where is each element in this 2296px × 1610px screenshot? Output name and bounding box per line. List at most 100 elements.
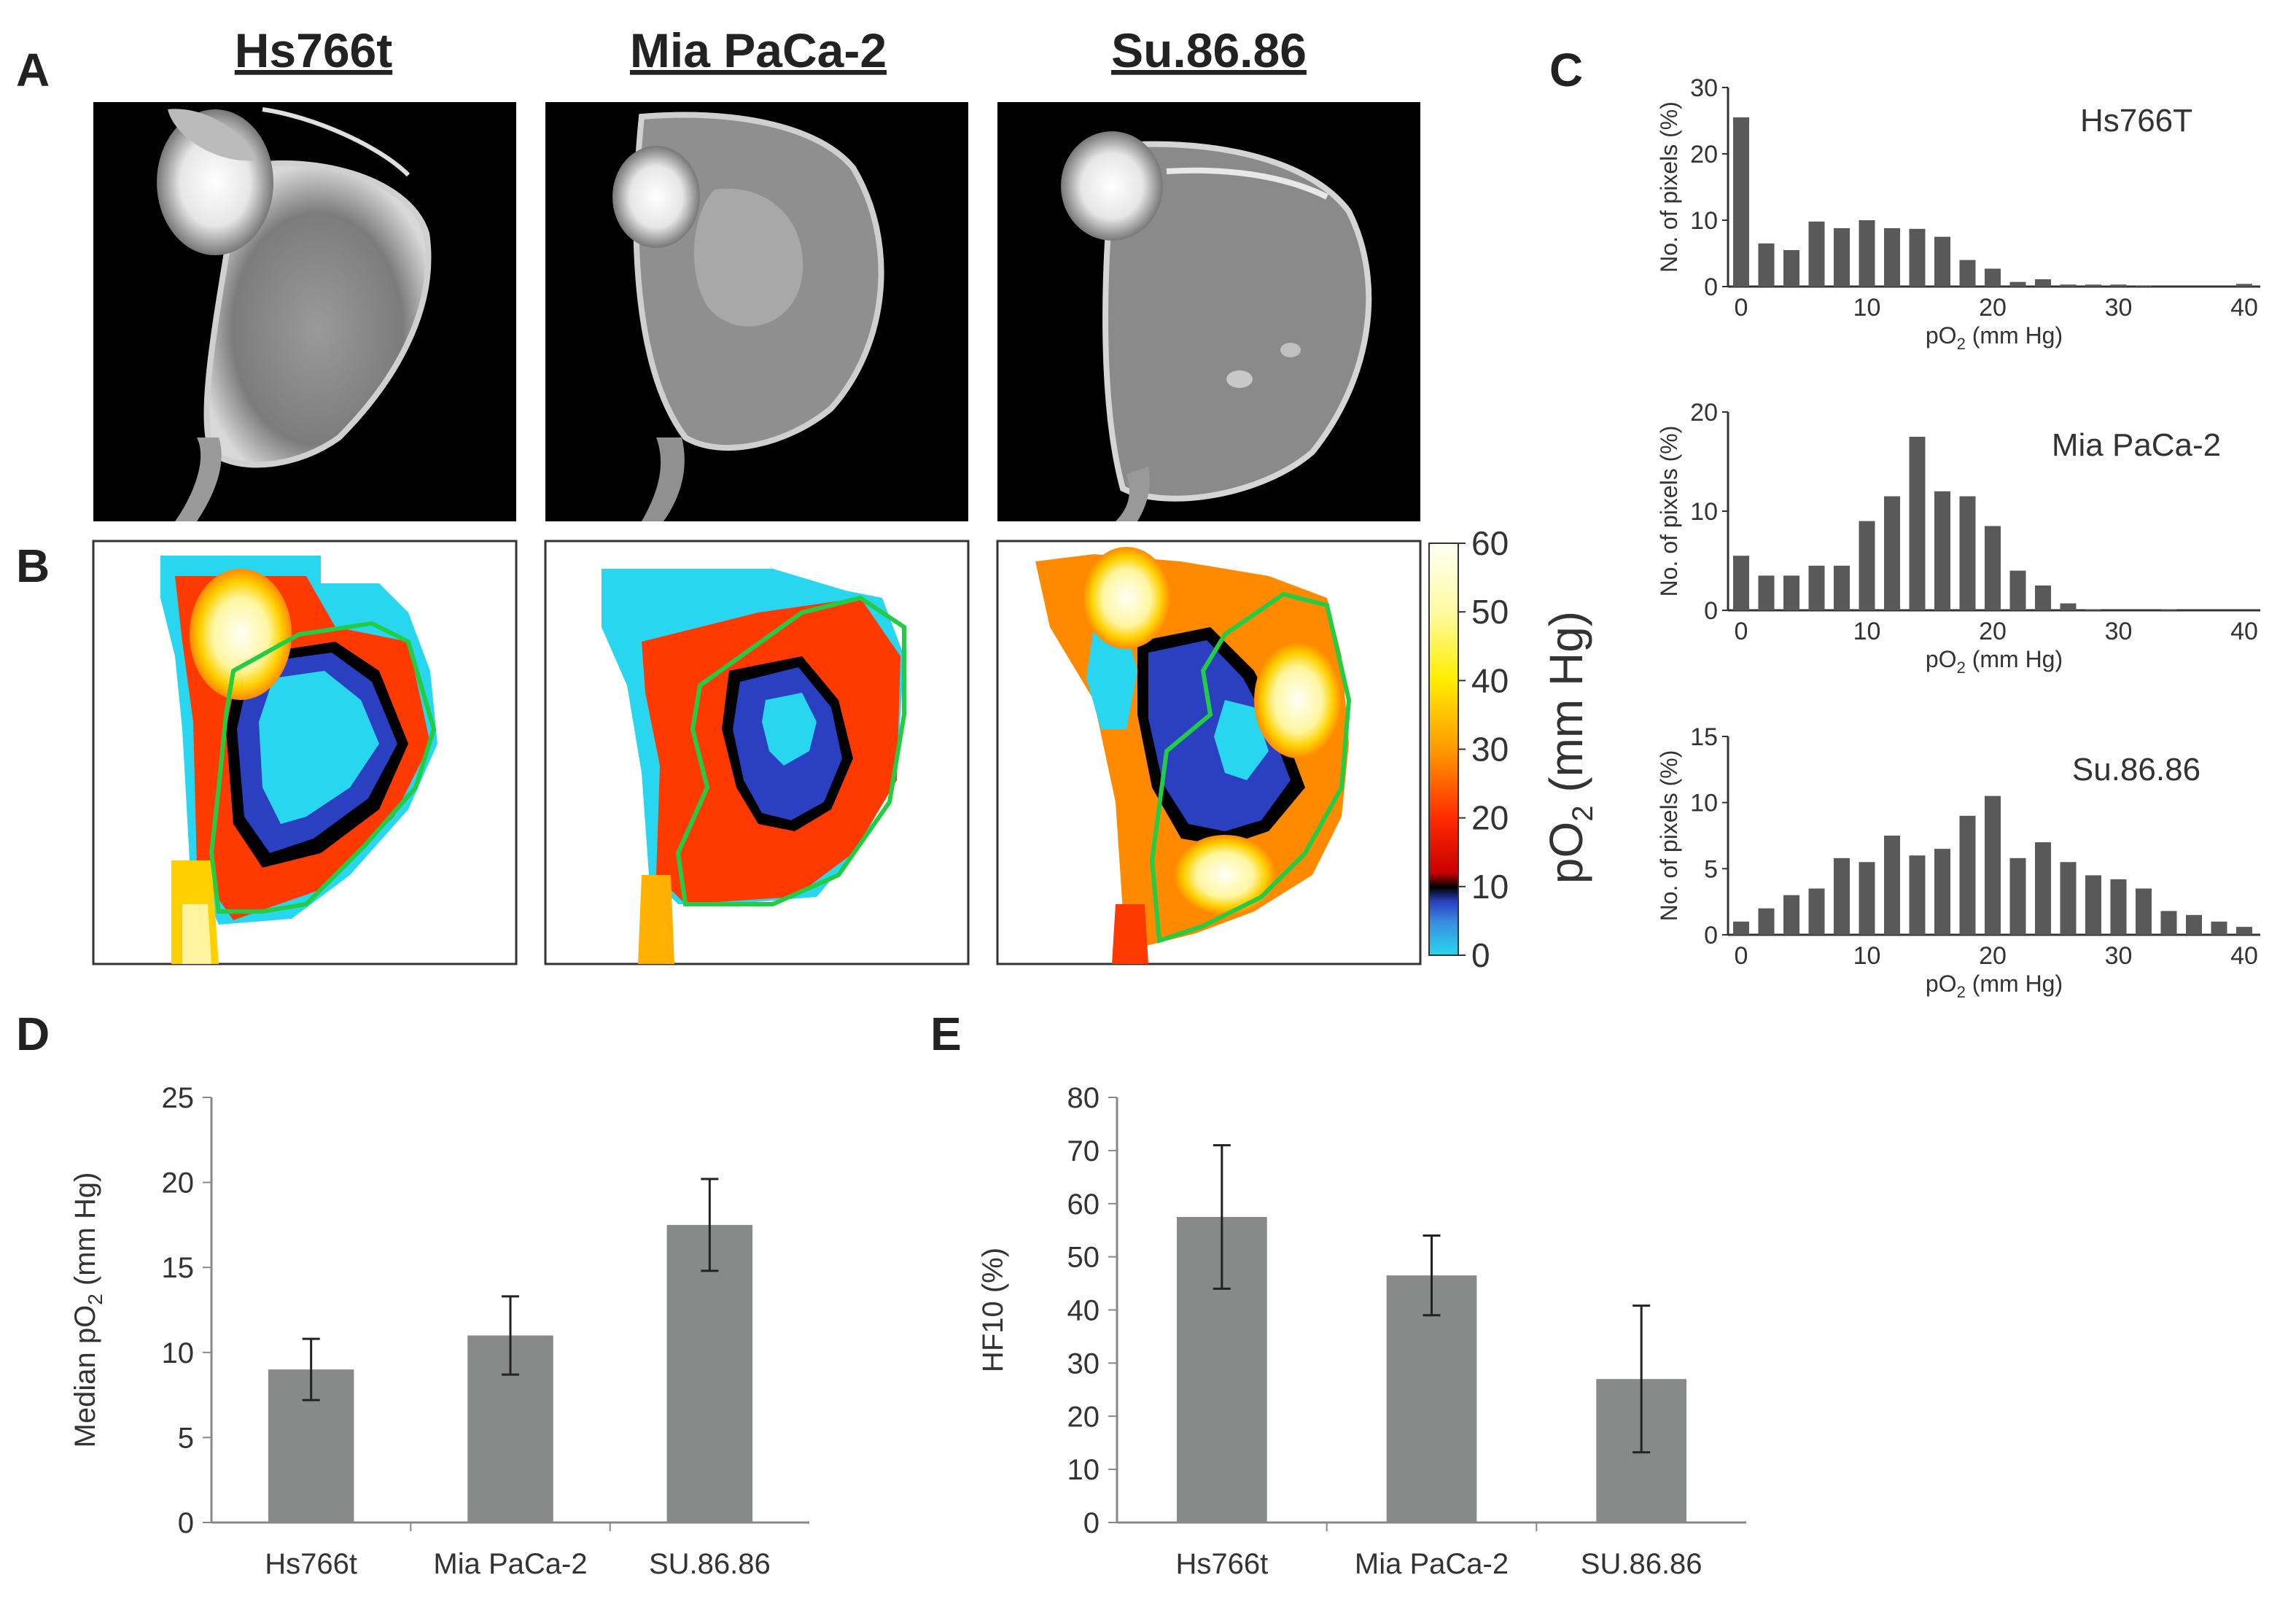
histogram-bar [1934, 236, 1950, 287]
histogram-bar [2085, 875, 2101, 935]
mri-image-su8686 [997, 102, 1420, 521]
hist-x-tick-label: 0 [1735, 618, 1748, 645]
column-title-hs766t: Hs766t [235, 23, 392, 77]
hist-x-tick-label: 30 [2105, 294, 2133, 322]
y-tick-label: 70 [1067, 1135, 1100, 1167]
y-tick-label: 15 [162, 1252, 195, 1284]
histogram-bar [1758, 908, 1775, 935]
category-label: Hs766t [265, 1548, 357, 1580]
histogram-su8686: 0 5 10 15 0 10 20 30 40 pO2 (mm Hg) No. of pixels … [1656, 723, 2260, 1001]
y-tick-label: 80 [1067, 1082, 1100, 1114]
histogram-bar [1758, 243, 1775, 287]
hist-x-tick-label: 40 [2230, 618, 2258, 645]
y-tick-label: 10 [162, 1337, 195, 1369]
histogram-bar [1959, 496, 1976, 610]
histogram-bar [1783, 895, 1799, 935]
y-tick-label: 60 [1067, 1189, 1100, 1221]
y-tick-label: 0 [1083, 1507, 1100, 1539]
histogram-bar [2060, 284, 2077, 287]
histogram-bar [1985, 268, 2001, 287]
histogram-bar [1808, 221, 1825, 287]
colorbar-tick-label: 20 [1471, 799, 1509, 837]
hist-x-tick-label: 20 [1979, 618, 2007, 645]
histogram-bar [2035, 586, 2051, 610]
colorbar-tick-label: 50 [1471, 593, 1509, 631]
hist-x-tick-label: 20 [1979, 294, 2007, 322]
median-po2-chart: 0 5 10 15 20 25 Hs766t Mia PaCa-2 SU.86.86 Median… [69, 1082, 809, 1580]
histogram-bar [2060, 862, 2077, 935]
hist-y-tick-label: 10 [1690, 790, 1718, 817]
hist-y-tick-label: 20 [1690, 141, 1718, 168]
hist-x-axis-label: pO2 (mm Hg) [1926, 971, 2063, 1001]
hist-y-tick-label: 30 [1690, 74, 1718, 102]
panel-label-a: A [16, 44, 50, 96]
hist-y-tick-label: 10 [1690, 207, 1718, 235]
hist-y-tick-label: 0 [1704, 273, 1718, 301]
hist-y-tick-label: 5 [1704, 855, 1718, 883]
y-tick-label: 5 [178, 1422, 194, 1454]
panel-label-b: B [16, 540, 50, 592]
hist-x-axis-label: pO2 (mm Hg) [1926, 322, 2063, 353]
hist-y-tick-label: 20 [1690, 399, 1718, 427]
histogram-bar [1985, 526, 2001, 610]
y-tick-label: 20 [1067, 1401, 1100, 1433]
hist-y-axis-label: No. of pixels (%) [1656, 426, 1682, 597]
histogram-bar [2009, 858, 2026, 935]
histogram-bar [2060, 603, 2077, 610]
histogram-bar [2236, 284, 2252, 287]
hf10-chart: 0 10 20 30 40 50 60 70 80 Hs766t Mia PaCa-2 SU.86.8… [977, 1082, 1746, 1580]
histogram-bar [1959, 260, 1976, 287]
histogram-bar [1859, 862, 1875, 935]
colorbar: 60 50 40 30 20 10 0 pO2 (mm Hg) [1428, 524, 1599, 974]
colorbar-label: pO2 (mm Hg) [1540, 611, 1599, 884]
y-tick-label: 25 [162, 1082, 195, 1114]
hist-y-tick-label: 15 [1690, 723, 1718, 751]
hist-x-tick-label: 10 [1853, 618, 1881, 645]
hist-y-axis-label: No. of pixels (%) [1656, 101, 1682, 273]
category-label: SU.86.86 [1581, 1548, 1702, 1580]
colorbar-tick-label: 10 [1471, 868, 1509, 906]
histogram-bar [1909, 228, 1926, 287]
mri-image-miapaca [545, 102, 968, 521]
histogram-bar [1783, 575, 1799, 610]
y-axis-label: Median pO2 (mm Hg) [69, 1172, 106, 1448]
histogram-bar [2009, 281, 2026, 287]
histogram-bar [1959, 815, 1976, 935]
y-tick-label: 0 [178, 1507, 194, 1539]
hist-x-tick-label: 0 [1735, 294, 1748, 322]
colorbar-tick-label: 40 [1471, 661, 1509, 699]
po2-map-miapaca [544, 540, 970, 965]
histogram-hs766t: 0 10 20 30 0 10 20 30 40 pO2 (mm Hg) No. of pixels… [1656, 74, 2260, 353]
histogram-title: Hs766T [2080, 103, 2192, 139]
panel-label-c: C [1549, 44, 1583, 96]
histogram-bar [2035, 842, 2051, 935]
histogram-bar [1859, 220, 1875, 287]
y-axis-label: HF10 (%) [977, 1248, 1009, 1372]
histogram-bar [1859, 521, 1875, 610]
colorbar-tick-label: 60 [1471, 524, 1509, 562]
histogram-bar [1909, 437, 1926, 610]
histogram-bar [2211, 921, 2227, 935]
histogram-bar [1834, 858, 1850, 935]
histogram-bar [1733, 556, 1749, 610]
histogram-bar [2236, 927, 2252, 935]
hist-x-tick-label: 10 [1853, 294, 1881, 322]
po2-map-hs766t [92, 540, 518, 965]
histogram-bar [1985, 796, 2001, 935]
hist-x-tick-label: 30 [2105, 942, 2133, 970]
histogram-bar [1808, 888, 1825, 935]
category-label: Hs766t [1175, 1548, 1268, 1580]
histogram-bar [1884, 836, 1900, 935]
hist-x-tick-label: 10 [1853, 942, 1881, 970]
histogram-bar [1808, 565, 1825, 610]
category-label: SU.86.86 [649, 1548, 771, 1580]
histogram-bar [2035, 279, 2051, 287]
mri-image-hs766t [93, 102, 516, 521]
hist-x-tick-label: 40 [2230, 294, 2258, 322]
bar [666, 1224, 753, 1522]
hist-x-tick-label: 20 [1979, 942, 2007, 970]
y-tick-label: 40 [1067, 1295, 1100, 1327]
po2-map-su8686 [996, 540, 1422, 965]
bar [1386, 1275, 1477, 1522]
